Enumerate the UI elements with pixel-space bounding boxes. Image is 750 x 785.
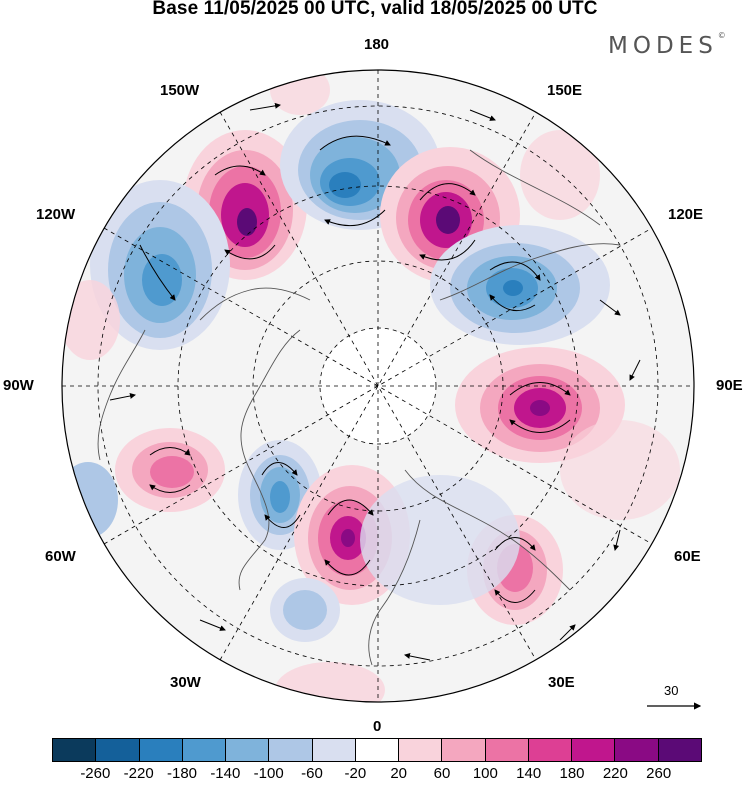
colorbar-segment [399,739,443,761]
wind-vectors [109,102,641,661]
lon-label-90e: 90E [716,377,743,394]
colorbar-segment [615,739,659,761]
lon-label-180: 180 [364,36,390,53]
colorbar-tick: -220 [123,765,154,782]
colorbar-tick: -100 [253,765,284,782]
colorbar-tick: 20 [390,765,407,782]
colorbar-segment [53,739,97,761]
colorbar-tick: -20 [344,765,367,782]
lon-label-0: 0 [373,718,382,735]
anomaly-pos-60w [115,428,225,512]
colorbar-tick: 100 [472,765,498,782]
map-title: Base 11/05/2025 00 UTC, valid 18/05/2025… [152,0,598,19]
coastlines [97,149,621,666]
colorbar-tick: 60 [433,765,451,782]
colorbar-segment [139,739,183,761]
colorbar-tick: 180 [559,765,585,782]
anomaly-neg-120e [430,225,610,345]
colorbar-segment [312,739,356,761]
colorbar-segment [355,739,400,761]
colorbar-segment [442,739,486,761]
colorbar-segment [485,739,529,761]
colorbar-tick: -260 [80,765,111,782]
copyright-mark: © [717,31,726,41]
colorbar-tick: 140 [516,765,542,782]
colorbar-tick: -140 [210,765,241,782]
graticule [62,70,694,702]
colorbar-tick: -180 [166,765,198,782]
colorbar-segment [572,739,616,761]
colorbar-segment [269,739,313,761]
lon-label-90w: 90W [3,377,34,394]
map-boundary [61,69,695,703]
colorbar-tick: 260 [646,765,672,782]
modes-logo: MODES© [608,31,726,59]
anomaly-weak-fields [62,70,680,702]
lon-label-60e: 60E [674,548,701,565]
anomaly-neg-120w [90,180,230,350]
lon-label-60w: 60W [45,548,76,565]
lon-label-150w: 150W [160,82,200,99]
lon-label-30e: 30E [548,674,575,691]
colorbar-segment [658,739,701,761]
lon-label-120w: 120W [36,206,76,223]
colorbar-tick: -60 [301,765,323,782]
modes-logo-text: MODES [608,33,718,59]
lon-label-150e: 150E [547,82,583,99]
colorbar-tick-labels: -260 -220 -180 -140 -100 -60 -20 20 60 100 140 180 2… [0,765,750,785]
colorbar-segment [226,739,270,761]
colorbar-tick: 220 [602,765,628,782]
colorbar-segment [96,739,140,761]
colorbar-segment [182,739,227,761]
lon-label-30w: 30W [170,674,201,691]
colorbar [52,738,702,762]
colorbar-segment [528,739,573,761]
lon-label-120e: 120E [668,206,704,223]
reference-vector-label: 30 [664,683,679,698]
